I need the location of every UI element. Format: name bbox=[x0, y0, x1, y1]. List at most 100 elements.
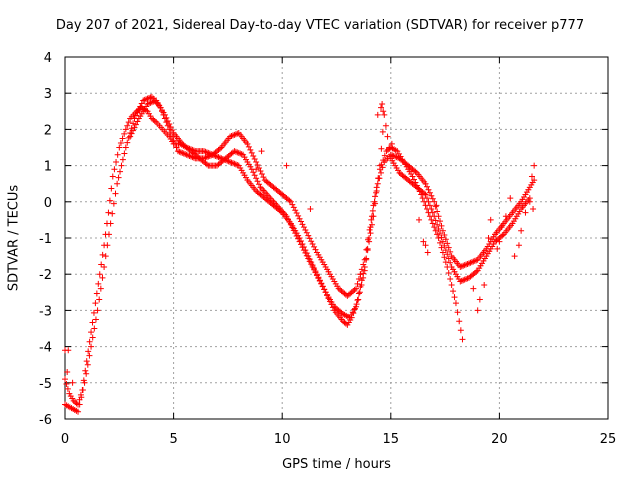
data-point bbox=[528, 173, 535, 180]
data-point bbox=[140, 97, 147, 104]
data-point bbox=[292, 230, 299, 237]
data-point bbox=[426, 189, 433, 196]
x-axis-label: GPS time / hours bbox=[282, 457, 391, 472]
data-point bbox=[434, 221, 441, 228]
data-point bbox=[468, 259, 475, 266]
data-point bbox=[355, 296, 362, 303]
data-point bbox=[163, 114, 170, 121]
data-point bbox=[182, 151, 189, 158]
data-point bbox=[311, 266, 318, 273]
data-point bbox=[518, 227, 525, 234]
data-point bbox=[312, 269, 319, 276]
data-point bbox=[127, 133, 134, 140]
data-point bbox=[76, 401, 83, 408]
data-point bbox=[429, 209, 436, 216]
data-point bbox=[445, 255, 452, 262]
data-point bbox=[84, 361, 91, 368]
data-point bbox=[283, 213, 290, 220]
data-point bbox=[370, 213, 377, 220]
data-point bbox=[457, 327, 464, 334]
data-point bbox=[286, 218, 293, 225]
data-point bbox=[132, 112, 139, 119]
data-point bbox=[467, 259, 474, 266]
data-point bbox=[214, 153, 221, 160]
data-point bbox=[177, 149, 184, 156]
data-point bbox=[287, 198, 294, 205]
data-point bbox=[459, 336, 466, 343]
data-point bbox=[225, 158, 232, 165]
data-point bbox=[138, 100, 145, 107]
data-point bbox=[485, 235, 492, 241]
data-point bbox=[321, 286, 328, 293]
data-point bbox=[428, 216, 435, 223]
data-point bbox=[442, 247, 449, 254]
data-point bbox=[530, 206, 537, 213]
data-point bbox=[302, 249, 309, 256]
data-point bbox=[465, 260, 472, 267]
data-point bbox=[286, 197, 293, 204]
data-point bbox=[460, 277, 467, 284]
data-point bbox=[298, 241, 305, 248]
data-point bbox=[296, 215, 303, 222]
data-point bbox=[429, 220, 436, 227]
data-point bbox=[203, 161, 210, 168]
data-point bbox=[88, 343, 95, 350]
data-point bbox=[256, 165, 263, 172]
data-point bbox=[229, 160, 236, 167]
data-point bbox=[62, 376, 68, 383]
data-point bbox=[452, 300, 459, 307]
data-point bbox=[474, 307, 481, 314]
x-tick-label: 15 bbox=[383, 432, 400, 447]
data-point bbox=[248, 149, 255, 156]
data-point bbox=[451, 294, 458, 301]
data-point bbox=[447, 276, 454, 283]
data-point bbox=[101, 263, 108, 270]
data-point bbox=[422, 191, 429, 198]
data-point bbox=[88, 329, 95, 336]
data-point bbox=[114, 180, 121, 187]
data-point bbox=[471, 257, 478, 264]
data-point bbox=[161, 111, 168, 118]
data-point bbox=[105, 209, 112, 216]
data-point bbox=[438, 222, 445, 229]
data-point bbox=[258, 148, 265, 155]
data-point bbox=[354, 297, 361, 304]
data-point bbox=[531, 177, 538, 184]
data-point bbox=[124, 122, 131, 129]
data-point bbox=[111, 166, 118, 173]
data-point bbox=[372, 200, 379, 207]
data-point bbox=[409, 173, 416, 180]
data-point bbox=[86, 338, 93, 345]
data-point bbox=[235, 149, 242, 156]
data-point bbox=[311, 243, 318, 250]
data-point bbox=[357, 283, 364, 290]
data-point bbox=[64, 385, 71, 392]
data-point bbox=[473, 268, 480, 275]
data-point bbox=[229, 132, 236, 139]
data-point bbox=[481, 282, 488, 289]
data-point bbox=[183, 151, 190, 158]
data-point bbox=[81, 379, 88, 386]
data-point bbox=[531, 162, 538, 169]
data-point bbox=[122, 126, 129, 133]
data-point bbox=[122, 144, 129, 151]
data-point bbox=[78, 394, 85, 401]
data-point bbox=[428, 192, 435, 199]
data-point bbox=[299, 244, 306, 251]
data-point bbox=[355, 276, 362, 283]
data-point bbox=[231, 131, 238, 138]
data-point bbox=[108, 185, 115, 192]
data-point bbox=[289, 224, 296, 231]
data-point bbox=[456, 318, 463, 325]
data-point bbox=[445, 269, 452, 276]
x-tick-label: 25 bbox=[600, 432, 617, 447]
data-point bbox=[228, 159, 235, 166]
data-point bbox=[355, 290, 362, 297]
data-point bbox=[476, 296, 483, 303]
data-point bbox=[298, 218, 305, 225]
data-point bbox=[244, 140, 251, 147]
data-point bbox=[305, 232, 312, 239]
data-point bbox=[238, 151, 245, 158]
data-point bbox=[150, 98, 157, 105]
y-tick-label: 0 bbox=[44, 196, 52, 211]
